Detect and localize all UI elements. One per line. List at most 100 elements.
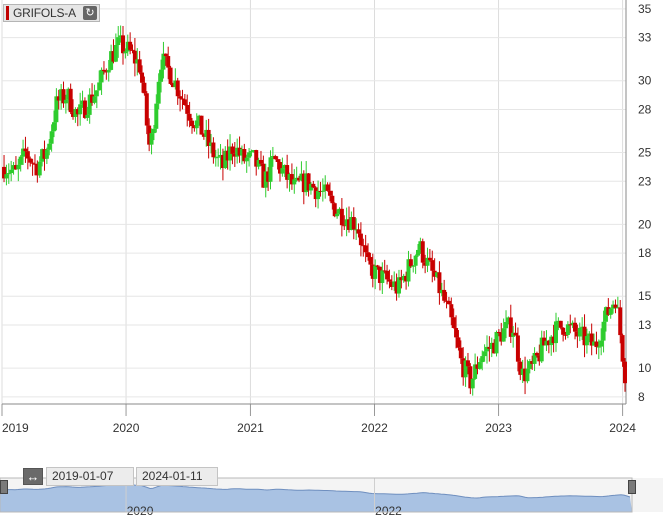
candle-body — [211, 142, 216, 158]
candle-body — [615, 307, 620, 309]
candle-body — [116, 37, 121, 46]
candle-body — [392, 281, 397, 287]
candle-body — [42, 149, 47, 159]
candle-body — [308, 183, 313, 191]
y-tick-label: 10 — [638, 361, 652, 375]
candle-body — [465, 360, 470, 367]
candle-body — [432, 270, 437, 277]
candle-body — [587, 333, 592, 336]
candle-body — [606, 307, 611, 315]
candle-body — [306, 173, 311, 191]
candle-body — [482, 351, 487, 357]
navigator-right-handle[interactable] — [628, 480, 636, 494]
candle-body — [199, 115, 204, 135]
candle-body — [159, 69, 164, 82]
candle-body — [551, 336, 556, 344]
candle-body — [592, 341, 597, 346]
candle-body — [311, 183, 316, 188]
candle-body — [404, 275, 409, 282]
candle-body — [477, 362, 482, 369]
end-date-input[interactable]: 2024-01-11 — [136, 467, 218, 486]
candle-body — [366, 252, 371, 258]
candle-body — [304, 173, 309, 193]
candle-body — [268, 157, 273, 182]
candle-body — [282, 165, 287, 169]
candle-body — [349, 217, 354, 230]
candle-body — [596, 346, 601, 348]
candle-body — [273, 156, 278, 160]
candle-body — [187, 113, 192, 121]
candle-body — [385, 270, 390, 280]
candle-body — [254, 150, 259, 167]
candle-body — [377, 266, 382, 283]
refresh-icon[interactable]: ↻ — [83, 6, 97, 20]
candle-body — [189, 120, 194, 127]
candle-body — [4, 174, 9, 179]
candle-body — [335, 213, 340, 217]
candle-body — [85, 114, 90, 118]
y-tick-label: 8 — [638, 390, 645, 404]
y-tick-label: 28 — [638, 102, 652, 116]
candle-body — [361, 245, 366, 247]
y-tick-label: 35 — [638, 2, 652, 16]
candle-body — [553, 321, 558, 344]
candle-body — [168, 67, 173, 84]
candle-body — [301, 173, 306, 193]
candle-body — [71, 112, 76, 117]
candle-body — [239, 148, 244, 156]
candle-body — [420, 241, 425, 263]
candle-body — [213, 157, 218, 159]
candle-body — [539, 337, 544, 362]
candle-body — [97, 82, 102, 91]
candle-body — [373, 265, 378, 279]
candle-body — [451, 317, 456, 328]
x-tick-label: 2020 — [113, 421, 140, 435]
candle-body — [513, 332, 518, 336]
navigator-left-handle[interactable] — [0, 480, 8, 494]
candle-body — [463, 360, 468, 378]
candle-body — [292, 179, 297, 185]
candle-body — [499, 332, 504, 342]
candle-body — [161, 53, 166, 70]
ticker-selector[interactable]: GRIFOLS-A ↻ — [3, 4, 100, 22]
candle-body — [561, 327, 566, 335]
candle-body — [342, 225, 347, 227]
candle-body — [542, 337, 547, 346]
candle-body — [437, 272, 442, 294]
candle-body — [401, 275, 406, 281]
candle-body — [475, 364, 480, 369]
candle-body — [261, 163, 266, 188]
candle-body — [461, 358, 466, 378]
candle-body — [197, 115, 202, 121]
y-tick-label: 23 — [638, 174, 652, 188]
candle-body — [66, 88, 71, 100]
candle-body — [337, 208, 342, 214]
candle-body — [216, 156, 221, 158]
candle-body — [2, 166, 7, 179]
candle-body — [280, 168, 285, 174]
candle-body — [9, 169, 14, 174]
navigator-area — [0, 484, 632, 512]
candle-body — [242, 148, 247, 162]
candle-body — [166, 56, 171, 68]
candle-body — [544, 340, 549, 346]
candle-body — [442, 289, 447, 301]
candle-body — [299, 173, 304, 181]
candle-body — [249, 151, 254, 153]
candle-body — [484, 346, 489, 352]
candle-body — [351, 217, 356, 230]
candle-body — [140, 72, 145, 83]
candle-body — [170, 83, 175, 88]
candle-body — [399, 277, 404, 281]
candle-body — [589, 333, 594, 346]
y-tick-label: 33 — [638, 31, 652, 45]
navigator-frame — [0, 477, 633, 513]
candle-body — [59, 89, 64, 101]
candle-body — [430, 260, 435, 271]
candle-body — [363, 245, 368, 253]
candle-body — [418, 241, 423, 250]
double-arrow-icon[interactable]: ↔ — [23, 468, 43, 485]
start-date-input[interactable]: 2019-01-07 — [46, 467, 134, 486]
candle-body — [330, 195, 335, 204]
